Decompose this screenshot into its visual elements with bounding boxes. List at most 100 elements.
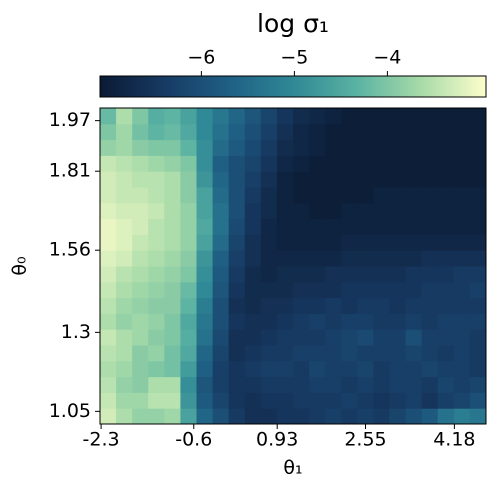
- heatmap-cell: [276, 171, 294, 188]
- heatmap-cell: [309, 345, 326, 362]
- heatmap-cell: [309, 408, 326, 425]
- heatmap-cell: [469, 234, 487, 251]
- heatmap-cell: [325, 345, 342, 362]
- heatmap-cell: [100, 266, 117, 283]
- heatmap-cell: [212, 329, 230, 346]
- heatmap-cell: [116, 376, 133, 393]
- heatmap-cell: [164, 376, 181, 393]
- heatmap-cell: [276, 345, 294, 362]
- heatmap-cell: [421, 345, 439, 362]
- heatmap-cell: [132, 139, 149, 156]
- heatmap-cell: [357, 250, 374, 267]
- heatmap-cell: [453, 376, 471, 393]
- heatmap-cell: [437, 313, 455, 330]
- heatmap-cell: [228, 218, 246, 235]
- heatmap-cell: [309, 297, 326, 314]
- heatmap-cell: [309, 139, 326, 156]
- heatmap-cell: [325, 281, 342, 299]
- heatmap-cell: [276, 392, 294, 409]
- heatmap-cell: [309, 108, 326, 125]
- heatmap-cell: [228, 329, 246, 346]
- heatmap-cell: [389, 250, 407, 267]
- y-axis-label: θ₀: [9, 256, 31, 275]
- colorbar-title: log σ₁: [257, 9, 329, 38]
- heatmap-cell: [116, 392, 133, 409]
- heatmap-cell: [100, 297, 117, 314]
- y-tick-label: 1.3: [61, 321, 91, 343]
- heatmap-cell: [228, 139, 246, 156]
- heatmap-cell: [100, 360, 117, 378]
- heatmap-cell: [469, 329, 487, 346]
- heatmap-cell: [357, 123, 374, 141]
- heatmap-cell: [164, 250, 181, 267]
- heatmap-cell: [293, 281, 310, 299]
- heatmap-cell: [116, 345, 133, 362]
- heatmap-cell: [196, 345, 214, 362]
- heatmap-cell: [405, 313, 423, 330]
- heatmap-cell: [132, 108, 149, 125]
- heatmap-cell: [341, 171, 358, 188]
- heatmap-cell: [373, 345, 390, 362]
- heatmap-cell: [421, 250, 439, 267]
- heatmap-cell: [389, 108, 407, 125]
- heatmap-cell: [309, 313, 326, 330]
- heatmap-cell: [389, 360, 407, 378]
- heatmap-cell: [228, 408, 246, 425]
- heatmap-cell: [341, 281, 358, 299]
- heatmap-cell: [276, 234, 294, 251]
- heatmap-cell: [357, 187, 374, 204]
- heatmap-cell: [453, 218, 471, 235]
- heatmap-cell: [228, 202, 246, 220]
- heatmap-cell: [325, 187, 342, 204]
- heatmap-cell: [196, 313, 214, 330]
- heatmap-cell: [389, 281, 407, 299]
- heatmap-cell: [389, 123, 407, 141]
- heatmap-cell: [132, 202, 149, 220]
- heatmap-cell: [389, 392, 407, 409]
- heatmap-cell: [212, 155, 230, 172]
- heatmap-cell: [405, 234, 423, 251]
- heatmap-cell: [132, 155, 149, 172]
- heatmap-cell: [196, 139, 214, 156]
- heatmap-cell: [421, 329, 439, 346]
- heatmap-cell: [100, 392, 117, 409]
- heatmap-cell: [373, 234, 390, 251]
- heatmap-cell: [325, 329, 342, 346]
- heatmap-cell: [100, 187, 117, 204]
- heatmap-cell: [421, 281, 439, 299]
- heatmap-cell: [341, 218, 358, 235]
- heatmap-cell: [293, 218, 310, 235]
- heatmap-cell: [405, 155, 423, 172]
- heatmap-cell: [276, 108, 294, 125]
- heatmap-cell: [309, 187, 326, 204]
- heatmap-cell: [276, 250, 294, 267]
- heatmap-cell: [244, 360, 262, 378]
- heatmap-cell: [180, 202, 197, 220]
- heatmap-cell: [293, 250, 310, 267]
- heatmap-cell: [132, 187, 149, 204]
- heatmap-cell: [132, 123, 149, 141]
- heatmap-cell: [421, 376, 439, 393]
- heatmap-cell: [373, 408, 390, 425]
- heatmap-cell: [148, 123, 165, 141]
- heatmap-cell: [148, 171, 165, 188]
- heatmap-cell: [244, 155, 262, 172]
- heatmap-cell: [180, 345, 197, 362]
- heatmap-cell: [405, 345, 423, 362]
- heatmap-cell: [196, 392, 214, 409]
- heatmap-cell: [116, 187, 133, 204]
- heatmap-cell: [389, 187, 407, 204]
- heatmap-cell: [164, 171, 181, 188]
- heatmap-cell: [325, 360, 342, 378]
- heatmap-cell: [164, 313, 181, 330]
- heatmap-cell: [260, 234, 278, 251]
- heatmap-cell: [276, 123, 294, 141]
- heatmap-cell: [148, 345, 165, 362]
- heatmap-cell: [309, 234, 326, 251]
- heatmap-cell: [116, 108, 133, 125]
- heatmap-cell: [244, 250, 262, 267]
- heatmap-cell: [180, 155, 197, 172]
- heatmap-cell: [437, 123, 455, 141]
- heatmap-cell: [180, 360, 197, 378]
- heatmap-cell: [437, 187, 455, 204]
